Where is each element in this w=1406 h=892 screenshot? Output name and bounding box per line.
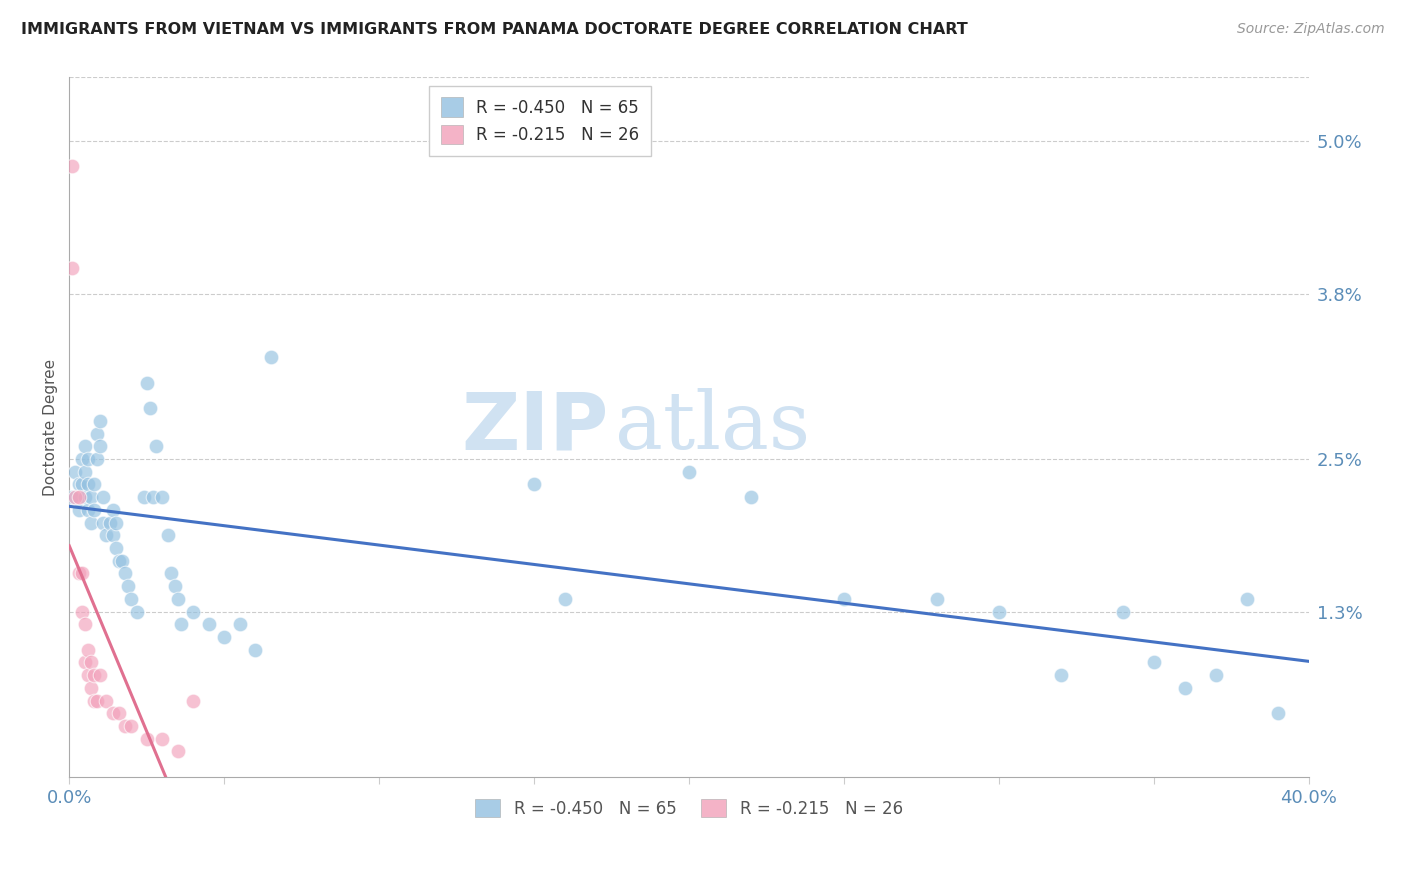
- Point: [83, 503, 105, 517]
- Point: [65, 465, 87, 479]
- Point: [60, 160, 83, 174]
- Point: [150, 731, 173, 746]
- Point: [70, 566, 93, 581]
- Text: atlas: atlas: [614, 388, 810, 467]
- Point: [86, 426, 108, 441]
- Point: [70, 452, 93, 467]
- Point: [76, 477, 98, 491]
- Point: [114, 719, 136, 733]
- Point: [127, 605, 149, 619]
- Point: [86, 452, 108, 467]
- Point: [108, 706, 131, 721]
- Point: [987, 605, 1010, 619]
- Text: ZIP: ZIP: [461, 388, 609, 467]
- Point: [157, 528, 180, 542]
- Point: [101, 528, 124, 542]
- Point: [96, 528, 118, 542]
- Point: [181, 605, 204, 619]
- Point: [89, 439, 111, 453]
- Point: [101, 503, 124, 517]
- Point: [1205, 668, 1227, 682]
- Point: [1143, 656, 1166, 670]
- Point: [76, 503, 98, 517]
- Point: [70, 477, 93, 491]
- Point: [1112, 605, 1135, 619]
- Point: [181, 693, 204, 707]
- Y-axis label: Doctorate Degree: Doctorate Degree: [44, 359, 58, 496]
- Point: [60, 490, 83, 504]
- Point: [108, 554, 131, 568]
- Point: [70, 605, 93, 619]
- Point: [1267, 706, 1289, 721]
- Point: [104, 541, 127, 555]
- Point: [212, 630, 235, 644]
- Point: [80, 656, 103, 670]
- Point: [163, 579, 186, 593]
- Point: [111, 554, 134, 568]
- Point: [523, 477, 546, 491]
- Point: [145, 439, 167, 453]
- Point: [1174, 681, 1197, 695]
- Point: [80, 681, 103, 695]
- Point: [228, 617, 250, 632]
- Point: [76, 452, 98, 467]
- Point: [91, 490, 114, 504]
- Point: [554, 591, 576, 606]
- Point: [101, 706, 124, 721]
- Point: [91, 516, 114, 530]
- Point: [139, 401, 162, 415]
- Point: [160, 566, 183, 581]
- Point: [135, 376, 157, 390]
- Point: [83, 668, 105, 682]
- Text: IMMIGRANTS FROM VIETNAM VS IMMIGRANTS FROM PANAMA DOCTORATE DEGREE CORRELATION C: IMMIGRANTS FROM VIETNAM VS IMMIGRANTS FR…: [21, 22, 967, 37]
- Point: [243, 642, 266, 657]
- Point: [120, 591, 142, 606]
- Point: [73, 465, 96, 479]
- Point: [1049, 668, 1071, 682]
- Point: [117, 579, 139, 593]
- Point: [60, 261, 83, 276]
- Point: [73, 490, 96, 504]
- Point: [73, 439, 96, 453]
- Point: [142, 490, 165, 504]
- Point: [65, 490, 87, 504]
- Point: [259, 350, 281, 364]
- Point: [73, 617, 96, 632]
- Point: [89, 668, 111, 682]
- Point: [83, 693, 105, 707]
- Point: [925, 591, 948, 606]
- Point: [96, 693, 118, 707]
- Point: [98, 516, 121, 530]
- Point: [80, 516, 103, 530]
- Point: [678, 465, 700, 479]
- Point: [832, 591, 855, 606]
- Point: [170, 617, 193, 632]
- Point: [135, 731, 157, 746]
- Point: [86, 693, 108, 707]
- Point: [104, 516, 127, 530]
- Point: [67, 566, 90, 581]
- Point: [67, 477, 90, 491]
- Point: [114, 566, 136, 581]
- Legend: R = -0.450   N = 65, R = -0.215   N = 26: R = -0.450 N = 65, R = -0.215 N = 26: [468, 792, 910, 824]
- Point: [1236, 591, 1258, 606]
- Point: [76, 642, 98, 657]
- Point: [89, 414, 111, 428]
- Point: [150, 490, 173, 504]
- Text: Source: ZipAtlas.com: Source: ZipAtlas.com: [1237, 22, 1385, 37]
- Point: [83, 477, 105, 491]
- Point: [80, 490, 103, 504]
- Point: [120, 719, 142, 733]
- Point: [166, 591, 188, 606]
- Point: [76, 668, 98, 682]
- Point: [740, 490, 762, 504]
- Point: [197, 617, 219, 632]
- Point: [73, 656, 96, 670]
- Point: [166, 744, 188, 758]
- Point: [67, 490, 90, 504]
- Point: [67, 503, 90, 517]
- Point: [132, 490, 155, 504]
